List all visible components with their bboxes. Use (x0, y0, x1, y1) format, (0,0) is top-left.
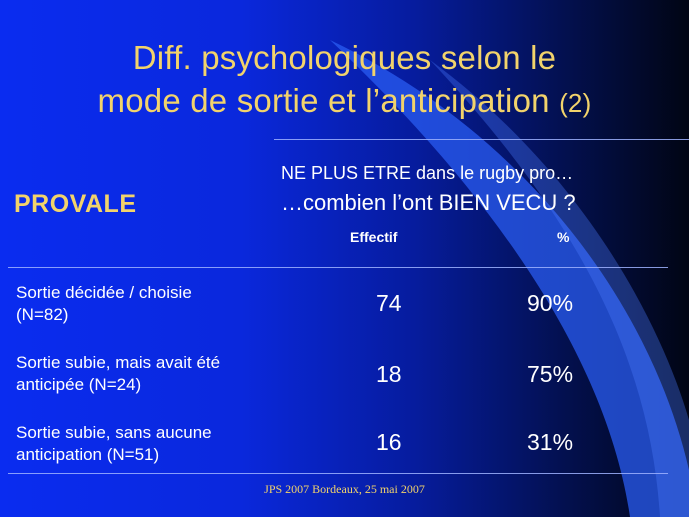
slide-title: Diff. psychologiques selon le mode de so… (0, 36, 689, 125)
row-label-line-1: Sortie subie, sans aucune (16, 423, 212, 442)
table-cell-effectif: 18 (376, 361, 402, 387)
footer-text: JPS 2007 Bordeaux, 25 mai 2007 (264, 482, 425, 496)
table-cell-effectif: 74 (376, 290, 402, 316)
table-cell-percent: 90% (527, 290, 574, 316)
column-header-effectif: Effectif (350, 229, 398, 245)
table-cell-effectif: 16 (376, 429, 402, 455)
table-cell-percent: 75% (527, 361, 574, 387)
row-label-line-1: Sortie décidée / choisie (16, 283, 192, 302)
question-line-2: …combien l’ont BIEN VECU ? (281, 190, 576, 215)
table-row-label: Sortie décidée / choisie (N=82) (16, 282, 192, 326)
row-label-line-2: anticipation (N=51) (16, 445, 160, 464)
divider-header (8, 267, 668, 268)
divider-bottom (8, 473, 668, 474)
title-line-1: Diff. psychologiques selon le (132, 39, 557, 76)
row-label-line-2: anticipée (N=24) (16, 375, 142, 394)
title-number: (2) (559, 88, 592, 118)
title-line-2: mode de sortie et l’anticipation (2) (0, 79, 689, 125)
column-header-percent: % (557, 229, 570, 245)
table-cell-percent: 31% (527, 429, 574, 455)
row-label-line-2: (N=82) (16, 305, 69, 324)
divider-top (274, 139, 689, 140)
table-row-label: Sortie subie, sans aucune anticipation (… (16, 422, 212, 466)
question-line-1: NE PLUS ETRE dans le rugby pro… (281, 163, 574, 183)
title-line-2-text: mode de sortie et l’anticipation (97, 82, 550, 119)
provale-label: PROVALE (14, 190, 137, 218)
row-label-line-1: Sortie subie, mais avait été (16, 353, 221, 372)
table-row-label: Sortie subie, mais avait été anticipée (… (16, 352, 220, 396)
